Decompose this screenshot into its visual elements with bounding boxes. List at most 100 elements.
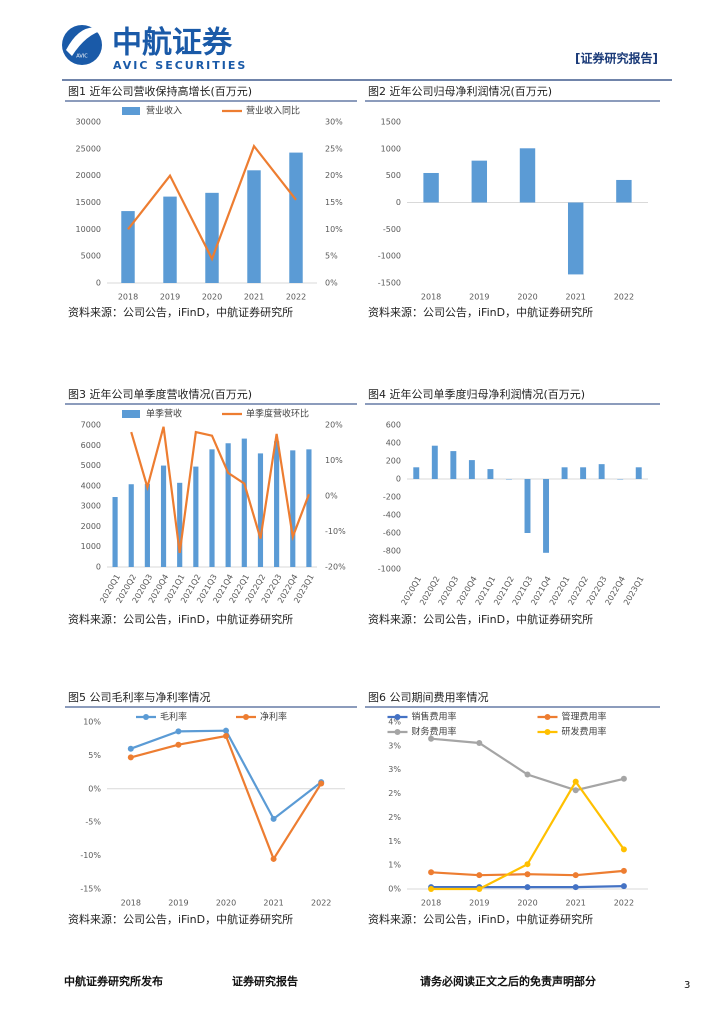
y-tick-label: 3% [388, 765, 401, 774]
x-tick-label: 2022 [614, 293, 634, 302]
bar [121, 211, 135, 283]
bar [193, 466, 199, 567]
y2-tick-label: 5% [325, 252, 338, 261]
y-tick-label: 25000 [76, 144, 101, 153]
bar [616, 179, 632, 203]
legend-swatch [122, 107, 140, 115]
logo-emblem: AVIC [62, 25, 104, 65]
y-tick-label: 5000 [81, 252, 101, 261]
y2-tick-label: 0% [325, 279, 338, 288]
point [476, 739, 483, 746]
legend-label: 财务费用率 [412, 726, 457, 738]
y-tick-label: 0% [388, 885, 401, 894]
legend-label: 管理费用率 [562, 711, 607, 723]
legend-label: 单季度营收环比 [246, 408, 309, 420]
report-tag: [证券研究报告] [575, 51, 658, 66]
y-tick-label: 1000 [381, 144, 401, 153]
point [270, 815, 277, 822]
bar [290, 450, 296, 567]
bar [567, 202, 584, 275]
bar [635, 467, 642, 479]
x-tick-label: 2018 [121, 899, 141, 908]
x-tick-label: 2020 [202, 293, 222, 302]
y-tick-label: 20000 [76, 171, 101, 180]
legend-label: 单季营收 [146, 408, 182, 420]
legend-label: 研发费用率 [562, 726, 607, 738]
bar [524, 479, 531, 533]
chart-title: 图2 近年公司归母净利润情况(百万元) [368, 84, 552, 98]
line [431, 737, 625, 792]
point [428, 869, 435, 876]
line [130, 734, 323, 862]
bar [519, 148, 536, 203]
x-tick-label: 2019 [469, 899, 489, 908]
legend-label: 营业收入 [146, 105, 182, 117]
y2-tick-label: 20% [325, 171, 343, 180]
x-tick-label: 2021 [244, 293, 264, 302]
bar [112, 497, 118, 567]
bar [450, 451, 457, 479]
y-tick-label: 10% [83, 718, 101, 727]
y-tick-label: 0% [88, 784, 101, 793]
bar [617, 479, 624, 480]
point [572, 787, 579, 794]
legend-marker [243, 714, 249, 720]
x-tick-label: 2020 [517, 899, 537, 908]
y2-tick-label: 25% [325, 144, 343, 153]
y-tick-label: -10% [80, 851, 101, 860]
legend-marker [143, 714, 149, 720]
line [127, 143, 297, 262]
bar [163, 196, 177, 283]
bar [205, 192, 219, 283]
y-tick-label: 0 [96, 563, 101, 572]
bar [423, 172, 439, 203]
svg-text:AVIC: AVIC [76, 54, 88, 60]
x-tick-label: 2018 [421, 899, 441, 908]
point [620, 867, 627, 874]
point [620, 883, 627, 890]
point [620, 846, 627, 853]
point [127, 745, 134, 752]
point [524, 771, 531, 778]
y2-tick-label: 10% [325, 456, 343, 465]
bar [431, 445, 438, 479]
y-tick-label: 1500 [381, 118, 401, 127]
y-tick-label: 10000 [76, 225, 101, 234]
chart-title: 图1 近年公司营收保持高增长(百万元) [68, 84, 252, 98]
y-tick-label: 0 [96, 279, 101, 288]
y-tick-label: 1% [388, 861, 401, 870]
bar [128, 484, 134, 567]
y-tick-label: -1000 [378, 252, 401, 261]
x-tick-label: 2021 [263, 899, 283, 908]
legend-marker [544, 714, 551, 720]
point [476, 886, 483, 892]
chart-source: 资料来源：公司公告，iFinD，中航证券研究所 [68, 612, 293, 626]
y-tick-label: 5% [88, 751, 101, 760]
x-tick-label: 2022 [311, 899, 331, 908]
chart-source: 资料来源：公司公告，iFinD，中航证券研究所 [368, 612, 593, 626]
point [524, 871, 531, 878]
point [270, 855, 277, 862]
legend-marker [394, 729, 401, 735]
bar [177, 482, 183, 567]
y-tick-label: -800 [383, 547, 401, 556]
y2-tick-label: 15% [325, 198, 343, 207]
y2-tick-label: 30% [325, 118, 343, 127]
legend-label: 销售费用率 [412, 711, 457, 723]
point [572, 872, 579, 879]
y-tick-label: -5% [85, 818, 101, 827]
y-tick-label: 4% [388, 718, 401, 727]
bar [160, 465, 167, 567]
chart-title: 图5 公司毛利率与净利率情况 [68, 690, 211, 704]
y-tick-label: 3000 [81, 502, 101, 511]
y-tick-label: 6000 [81, 441, 101, 450]
bar [144, 483, 150, 567]
y-tick-label: 600 [386, 421, 401, 430]
point [428, 735, 435, 742]
bar [209, 449, 215, 567]
y-tick-label: 4000 [81, 481, 101, 490]
y-tick-label: 5000 [81, 461, 101, 470]
legend-marker [544, 729, 551, 735]
y2-tick-label: 20% [325, 421, 343, 430]
bar [561, 467, 568, 479]
